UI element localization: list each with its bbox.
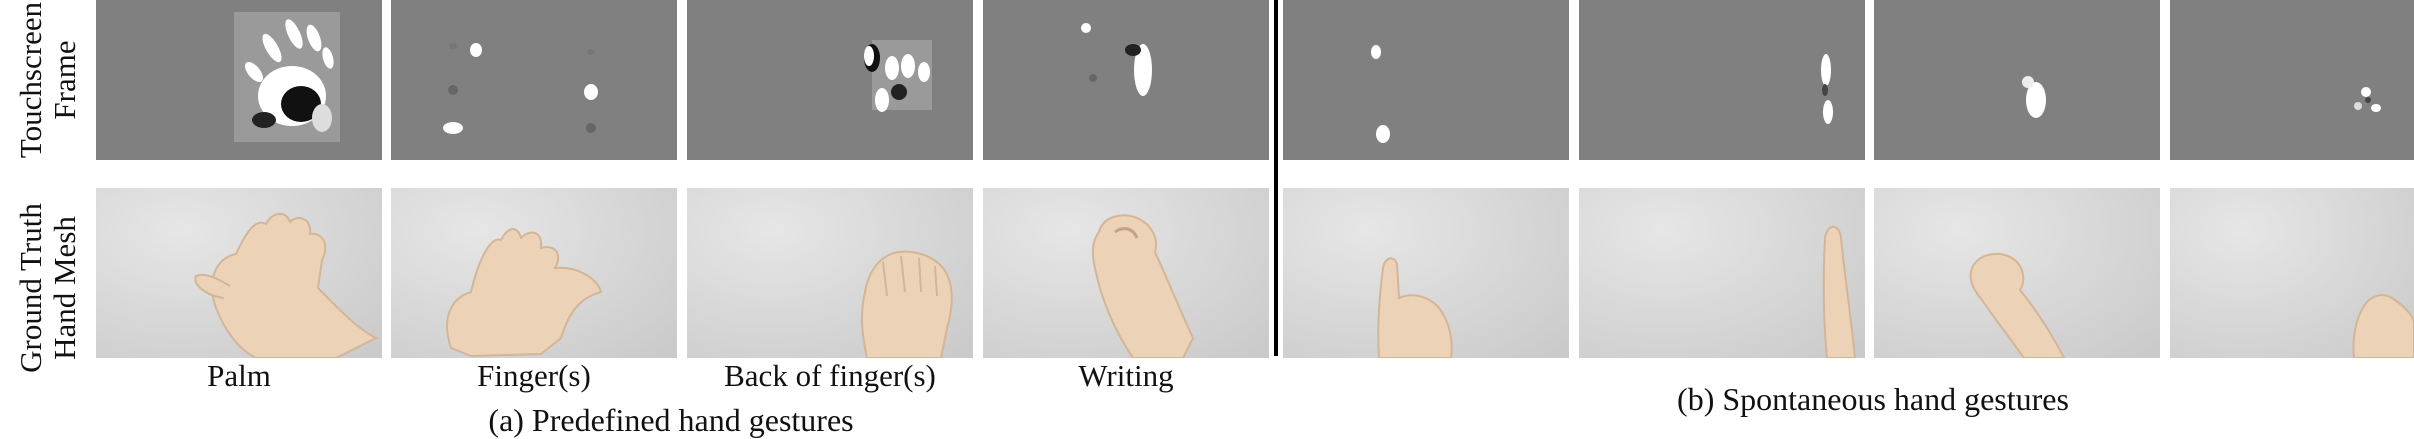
section-divider bbox=[1274, 0, 1278, 356]
gesture-label-palm: Palm bbox=[96, 358, 382, 394]
gesture-label-back-of-fingers: Back of finger(s) bbox=[687, 358, 973, 394]
hand-mesh-spontaneous-3 bbox=[1874, 188, 2160, 358]
touch-frame-spontaneous-3 bbox=[1874, 0, 2160, 160]
touch-frame-writing bbox=[983, 0, 1269, 160]
gesture-label-fingers: Finger(s) bbox=[391, 358, 677, 394]
hand-mesh-fingers bbox=[391, 188, 677, 358]
row-label-line-2: Frame bbox=[48, 2, 82, 158]
touch-frame-back-of-fingers bbox=[687, 0, 973, 160]
caption-spontaneous: (b) Spontaneous hand gestures bbox=[1283, 381, 2414, 418]
gesture-label-writing: Writing bbox=[983, 358, 1269, 394]
touch-frame-spontaneous-1 bbox=[1283, 0, 1569, 160]
hand-mesh-palm bbox=[96, 188, 382, 358]
hand-mesh-back-of-fingers bbox=[687, 188, 973, 358]
touch-frame-palm bbox=[96, 0, 382, 160]
row-label-line-1: Touchscreen bbox=[14, 2, 48, 158]
hand-mesh-spontaneous-2 bbox=[1579, 188, 1865, 358]
row-label-hand-mesh: Ground Truth Hand Mesh bbox=[0, 188, 96, 388]
row-label-line-1: Ground Truth bbox=[14, 203, 48, 373]
row-label-line-2: Hand Mesh bbox=[48, 203, 82, 373]
touch-frame-spontaneous-2 bbox=[1579, 0, 1865, 160]
caption-predefined: (a) Predefined hand gestures bbox=[96, 402, 1246, 439]
touch-frame-spontaneous-4 bbox=[2170, 0, 2414, 160]
touch-frame-fingers bbox=[391, 0, 677, 160]
row-label-touchscreen-frame: Touchscreen Frame bbox=[0, 0, 96, 160]
hand-mesh-spontaneous-4 bbox=[2170, 188, 2414, 358]
hand-mesh-spontaneous-1 bbox=[1283, 188, 1569, 358]
hand-mesh-writing bbox=[983, 188, 1269, 358]
